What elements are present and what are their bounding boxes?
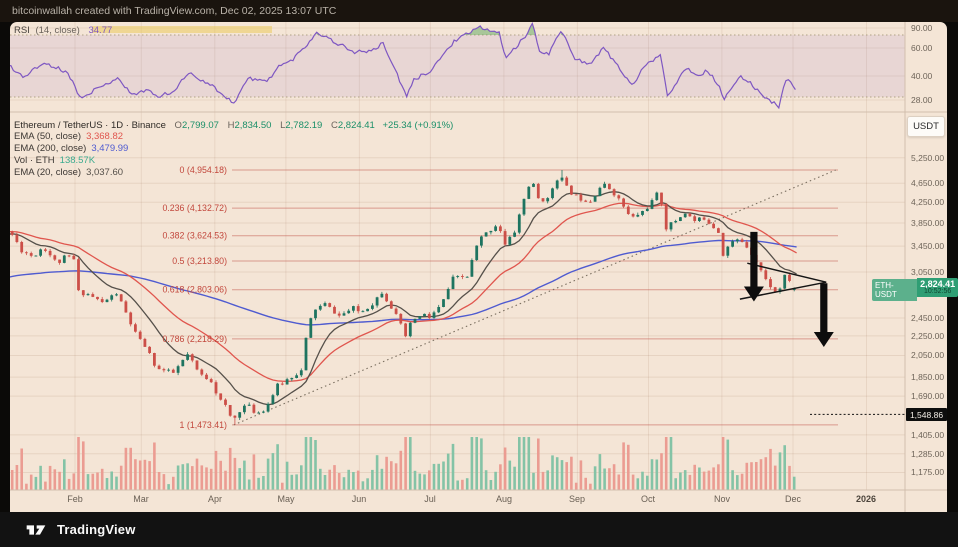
indicator-value: 3,368.82 — [86, 131, 124, 143]
time-tick-label: Jun — [351, 494, 367, 504]
indicator-name: EMA (50, close) — [14, 131, 82, 143]
chart-card — [10, 22, 947, 512]
open-value: 2,799.07 — [181, 120, 219, 131]
svg-text:0.5 (3,213.80): 0.5 (3,213.80) — [172, 256, 227, 266]
change-value: +25.34 (+0.91%) — [382, 120, 454, 131]
time-tick-label: Mar — [133, 494, 149, 504]
symbol-legend-row[interactable]: Ethereum / TetherUS · 1D · Binance O2,79… — [14, 120, 453, 131]
indicator-legend-row[interactable]: EMA (200, close) 3,479.99 — [14, 143, 453, 155]
target-level-value: 1,548.86 — [909, 409, 944, 420]
rsi-tick-label: 28.00 — [911, 95, 933, 105]
indicator-name: EMA (20, close) — [14, 167, 82, 179]
time-tick-label: Oct — [640, 494, 656, 504]
footer-bar: TradingView — [0, 512, 958, 547]
price-tick-label: 1,175.00 — [911, 467, 945, 477]
rsi-legend-params: (14, close) — [35, 25, 80, 36]
price-tick-label: 4,650.00 — [911, 178, 945, 188]
svg-text:1 (1,473.41): 1 (1,473.41) — [180, 420, 228, 430]
close-label: C — [330, 120, 338, 131]
last-price-badge: ETH-USDT 2,824.41 10:52:56 — [872, 278, 958, 301]
price-tick-label: 1,690.00 — [911, 391, 945, 401]
bar-countdown: 10:52:56 — [924, 288, 952, 295]
symbol-legend[interactable]: Ethereum / TetherUS · 1D · Binance O2,79… — [14, 120, 453, 179]
price-tick-label: 3,050.00 — [911, 267, 945, 277]
svg-text:0.382 (3,624.53): 0.382 (3,624.53) — [162, 231, 227, 241]
price-tick-label: 1,405.00 — [911, 430, 945, 440]
time-tick-label: Apr — [207, 494, 223, 504]
indicator-value: 3,479.99 — [91, 143, 129, 155]
high-value: 2,834.50 — [234, 120, 272, 131]
price-tick-label: 2,450.00 — [911, 313, 945, 323]
indicator-name: Vol · ETH — [14, 155, 55, 167]
indicator-value: 138.57K — [59, 155, 96, 167]
low-label: L — [280, 120, 286, 131]
tradingview-brand: TradingView — [57, 522, 136, 537]
price-tick-label: 2,050.00 — [911, 350, 945, 360]
price-tick-label: 2,250.00 — [911, 331, 945, 341]
time-tick-label: Dec — [784, 494, 802, 504]
last-price-value: 2,824.41 — [920, 279, 956, 289]
time-tick-label: 2026 — [855, 494, 877, 504]
rsi-legend-value: 34.77 — [88, 25, 113, 36]
indicator-legend-row[interactable]: EMA (50, close) 3,368.82 — [14, 131, 453, 143]
svg-text:0.236 (4,132.72): 0.236 (4,132.72) — [162, 203, 227, 213]
symbol-tag: ETH-USDT — [872, 279, 918, 301]
open-label: O — [174, 120, 182, 131]
rsi-tick-label: 90.00 — [911, 23, 933, 33]
rsi-legend[interactable]: RSI (14, close) 34.77 — [14, 25, 112, 36]
time-tick-label: May — [277, 494, 295, 504]
target-level-badge: 1,548.86 — [906, 408, 947, 421]
price-tick-label: 1,285.00 — [911, 449, 945, 459]
attribution-bar: bitcoinwallah created with TradingView.c… — [0, 0, 958, 22]
svg-text:0.618 (2,803.06): 0.618 (2,803.06) — [162, 285, 227, 295]
time-tick-label: Nov — [713, 494, 731, 504]
price-tick-label: 5,250.00 — [911, 153, 945, 163]
rsi-tick-label: 60.00 — [911, 43, 933, 53]
tradingview-logo-icon — [26, 524, 46, 535]
time-tick-label: Aug — [495, 494, 513, 504]
rsi-tick-label: 40.00 — [911, 71, 933, 81]
svg-text:0.786 (2,218.29): 0.786 (2,218.29) — [162, 334, 227, 344]
symbol-title: Ethereum / TetherUS · 1D · Binance — [14, 120, 166, 131]
time-tick-label: Sep — [568, 494, 586, 504]
attribution-text: bitcoinwallah created with TradingView.c… — [12, 5, 337, 17]
indicator-legend: EMA (50, close) 3,368.82 EMA (200, close) 3… — [14, 131, 453, 179]
close-value: 2,824.41 — [337, 120, 375, 131]
svg-text:0 (4,954.18): 0 (4,954.18) — [180, 165, 228, 175]
rsi-legend-title: RSI — [14, 25, 30, 36]
indicator-legend-row[interactable]: Vol · ETH 138.57K — [14, 155, 453, 167]
time-tick-label: Feb — [67, 494, 83, 504]
indicator-value: 3,037.60 — [86, 167, 124, 179]
high-label: H — [227, 120, 235, 131]
low-value: 2,782.19 — [285, 120, 323, 131]
time-tick-label: Jul — [424, 494, 436, 504]
price-tick-label: 3,450.00 — [911, 241, 945, 251]
indicator-name: EMA (200, close) — [14, 143, 87, 155]
price-tick-label: 1,850.00 — [911, 372, 945, 382]
indicator-legend-row[interactable]: EMA (20, close) 3,037.60 — [14, 167, 453, 179]
currency-toggle-label: USDT — [913, 121, 939, 132]
currency-toggle-button[interactable]: USDT — [907, 116, 945, 137]
price-tick-label: 3,850.00 — [911, 218, 945, 228]
price-tick-label: 4,250.00 — [911, 197, 945, 207]
